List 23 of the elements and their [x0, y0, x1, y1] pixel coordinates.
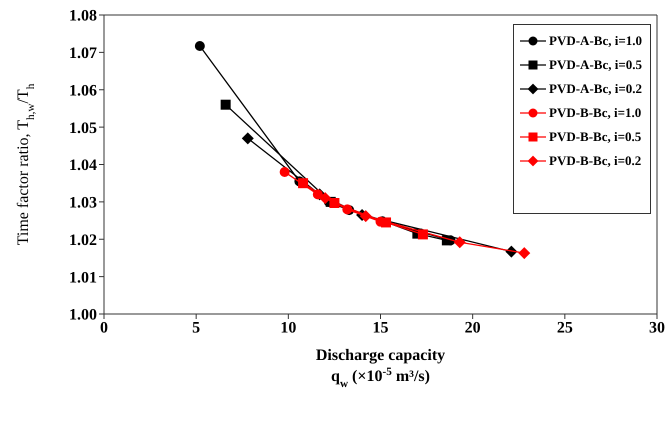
x-tick-label: 15 — [372, 319, 388, 336]
y-tick-label: 1.08 — [69, 8, 97, 25]
y-tick-label: 1.01 — [69, 269, 97, 286]
y-tick-label: 1.06 — [69, 82, 97, 100]
x-tick-label: 25 — [556, 319, 573, 336]
y-tick-label: 1.02 — [69, 232, 97, 249]
legend-label: PVD-A-Bc, i=0.5 — [549, 57, 642, 73]
legend-label: PVD-B-Bc, i=0.5 — [549, 129, 642, 145]
x-axis-title: Discharge capacity q$_{w}$ (×10$^{-5}$ m³/s) — [316, 347, 446, 390]
x-tick-label: 10 — [280, 319, 296, 336]
y-tick-label: 1.07 — [69, 45, 97, 62]
legend-label: PVD-B-Bc, i=1.0 — [549, 105, 642, 121]
y-tick-label: 1.04 — [69, 157, 97, 174]
y-tick-label: 1.05 — [69, 120, 97, 137]
x-tick-label: 5 — [192, 319, 200, 336]
x-tick-label: 30 — [649, 319, 665, 336]
x-tick-label: 0 — [100, 319, 108, 336]
y-tick-label: 1.00 — [69, 306, 97, 324]
legend-label: PVD-A-Bc, i=0.2 — [549, 81, 642, 97]
y-tick-label: 1.03 — [69, 194, 97, 212]
x-tick-label: 20 — [464, 319, 481, 336]
legend-label: PVD-B-Bc, i=0.2 — [549, 153, 642, 169]
legend-label: PVD-A-Bc, i=1.0 — [549, 33, 642, 49]
